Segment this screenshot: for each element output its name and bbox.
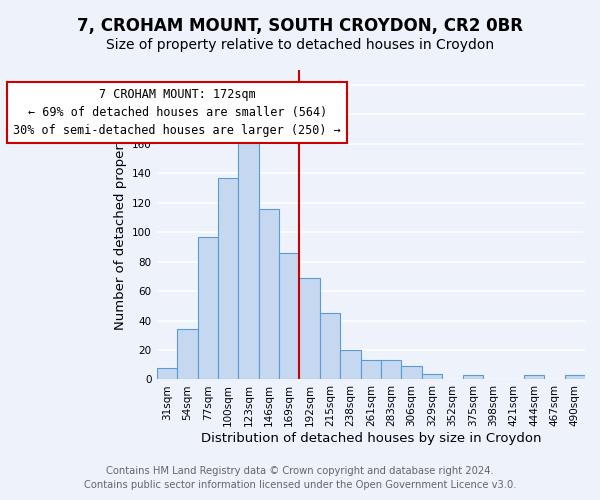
Bar	[381, 360, 401, 380]
Bar	[157, 368, 177, 380]
Bar	[340, 350, 361, 380]
Bar	[299, 278, 320, 380]
Text: 7, CROHAM MOUNT, SOUTH CROYDON, CR2 0BR: 7, CROHAM MOUNT, SOUTH CROYDON, CR2 0BR	[77, 18, 523, 36]
Bar	[218, 178, 238, 380]
Text: Contains HM Land Registry data © Crown copyright and database right 2024.
Contai: Contains HM Land Registry data © Crown c…	[84, 466, 516, 490]
Bar	[177, 330, 197, 380]
X-axis label: Distribution of detached houses by size in Croydon: Distribution of detached houses by size …	[200, 432, 541, 445]
Bar	[565, 375, 585, 380]
Bar	[524, 375, 544, 380]
Bar	[238, 136, 259, 380]
Bar	[259, 208, 279, 380]
Bar	[401, 366, 422, 380]
Text: Size of property relative to detached houses in Croydon: Size of property relative to detached ho…	[106, 38, 494, 52]
Bar	[463, 375, 483, 380]
Text: 7 CROHAM MOUNT: 172sqm
← 69% of detached houses are smaller (564)
30% of semi-de: 7 CROHAM MOUNT: 172sqm ← 69% of detached…	[13, 88, 341, 136]
Y-axis label: Number of detached properties: Number of detached properties	[113, 120, 127, 330]
Bar	[197, 236, 218, 380]
Bar	[361, 360, 381, 380]
Bar	[279, 252, 299, 380]
Bar	[422, 374, 442, 380]
Bar	[320, 313, 340, 380]
